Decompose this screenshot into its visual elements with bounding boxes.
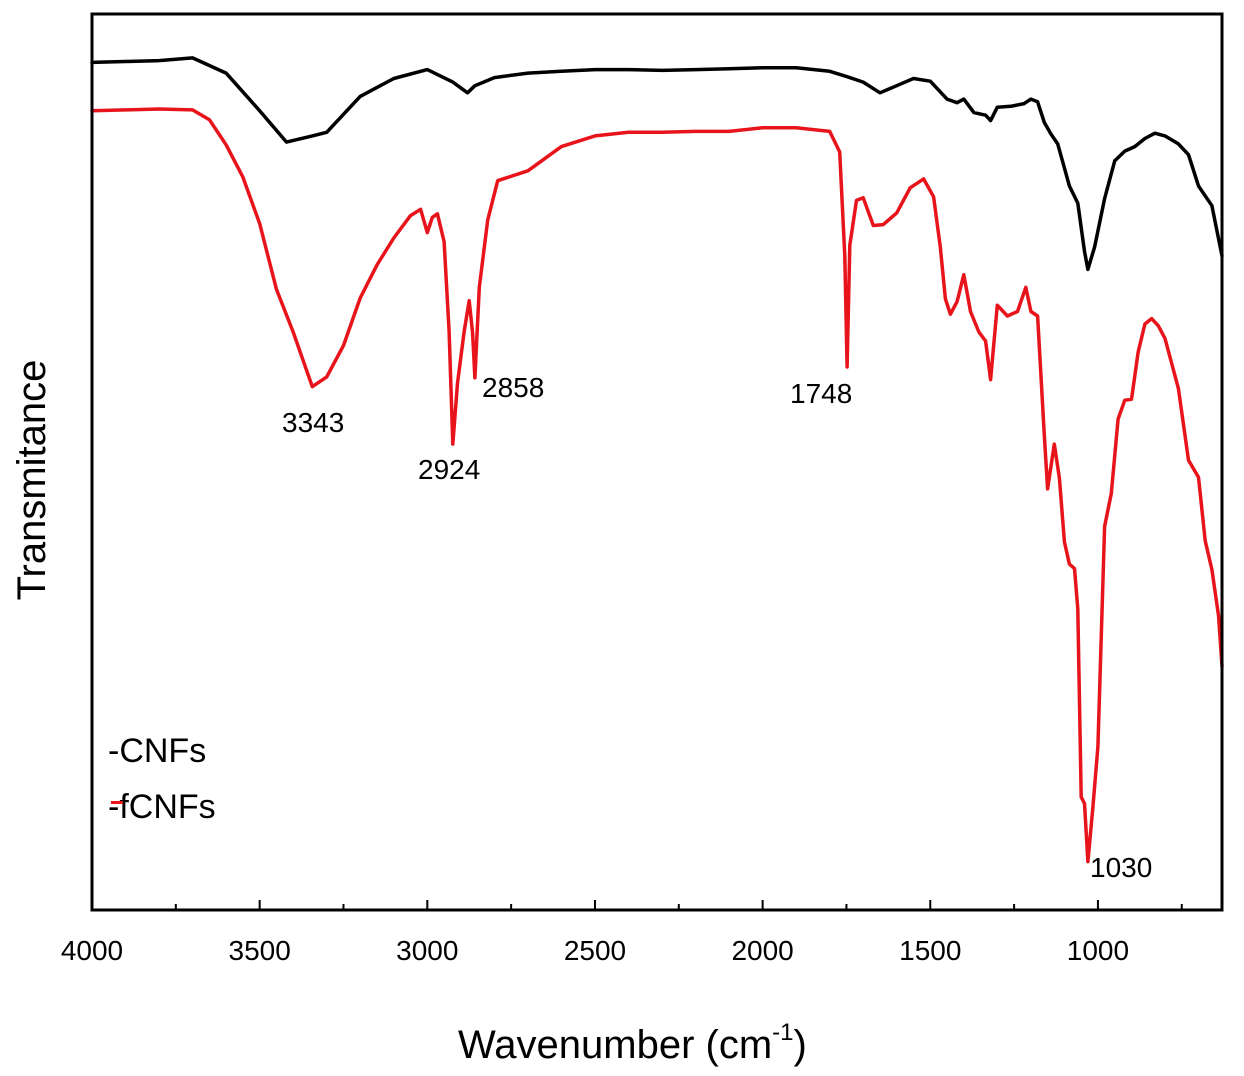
- x-axis-title: Wavenumber (cm-1): [458, 1019, 807, 1067]
- x-axis-ticks: 4000 3500 3000 2500 2000 1500 1000: [61, 900, 1183, 966]
- x-axis-title-close: ): [793, 1023, 806, 1067]
- legend-entry-cnfs: -CNFs: [108, 732, 206, 770]
- peak-label-2924: 2924: [418, 454, 480, 485]
- x-tick-label: 2500: [564, 935, 626, 966]
- x-tick-label: 4000: [61, 935, 123, 966]
- legend-entry-cnfs-label: -CNFs: [108, 732, 206, 770]
- plot-frame: [90, 12, 1224, 912]
- legend-entry-fcnfs: -fCNFs: [108, 788, 216, 826]
- x-axis-title-main: Wavenumber (cm: [458, 1023, 772, 1067]
- peak-label-3343: 3343: [282, 407, 344, 438]
- peak-label-1748: 1748: [790, 378, 852, 409]
- y-axis-title: Transmitance: [10, 360, 54, 601]
- x-tick-label: 3000: [396, 935, 458, 966]
- x-tick-label: 1000: [1067, 935, 1129, 966]
- series-line-fcnfs: [90, 107, 1224, 864]
- x-axis-title-superscript: -1: [772, 1019, 793, 1046]
- peak-label-1030: 1030: [1090, 852, 1152, 883]
- x-tick-label: 1500: [899, 935, 961, 966]
- legend-swatch-fcnfs: [111, 801, 123, 804]
- legend-entry-fcnfs-label: -fCNFs: [108, 788, 216, 826]
- x-tick-label: 3500: [229, 935, 291, 966]
- series-line-cnfs: [90, 56, 1224, 272]
- peak-label-2858: 2858: [482, 372, 544, 403]
- series-layer: [90, 56, 1224, 864]
- x-tick-label: 2000: [731, 935, 793, 966]
